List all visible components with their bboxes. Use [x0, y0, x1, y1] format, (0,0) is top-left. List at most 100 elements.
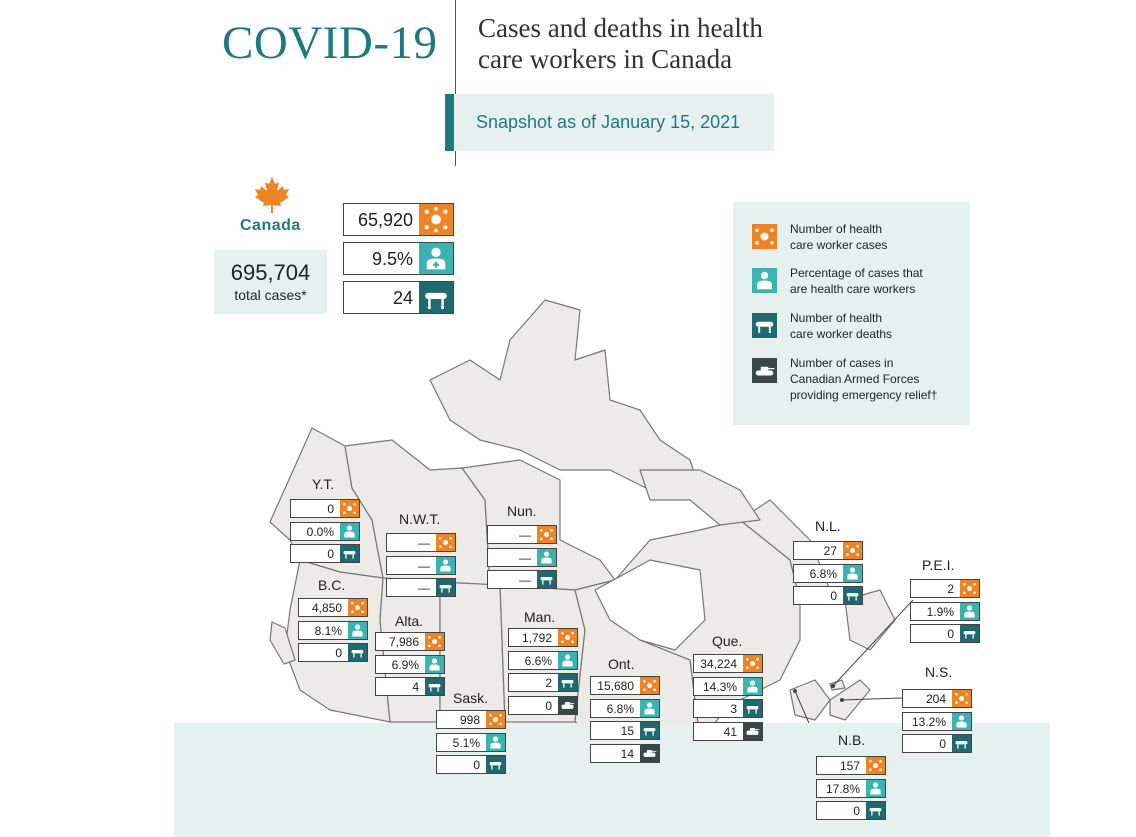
health-worker-icon [436, 556, 455, 574]
stretcher-icon [640, 722, 659, 739]
province-cases-value: 15,680 [597, 679, 634, 693]
province-percent-row-nun: — [487, 547, 557, 567]
province-deaths-value: 3 [730, 702, 737, 716]
province-percent-value: 17.8% [825, 781, 860, 796]
province-deaths-value: 0 [853, 804, 860, 818]
province-deaths-row-alta: 4 [375, 677, 445, 696]
map-nb [789, 679, 831, 721]
health-worker-icon [843, 564, 862, 582]
province-percent-row-pei: 1.9% [910, 601, 980, 621]
province-caf-value: 0 [545, 698, 552, 713]
province-percent-value: 5.1% [452, 735, 480, 750]
total-cases-label: total cases* [234, 287, 307, 303]
province-cases-value: 998 [459, 713, 480, 727]
virus-icon [640, 677, 659, 694]
province-label-ont: Ont. [608, 656, 635, 672]
national-cases-value: 65,920 [357, 210, 413, 230]
province-percent-value: 6.6% [524, 653, 552, 668]
province-percent-value: 6.8% [809, 566, 837, 581]
national-deaths-value: 24 [392, 288, 413, 308]
province-cases-row-que: 34,224 [693, 654, 763, 673]
virus-icon [866, 757, 885, 774]
province-label-pei: P.E.I. [922, 557, 955, 573]
province-cases-row-alta: 7,986 [375, 632, 445, 651]
province-deaths-value: 0 [947, 627, 954, 641]
province-cases-value: 27 [823, 544, 837, 558]
province-label-sask: Sask. [453, 690, 489, 706]
province-percent-value: 8.1% [314, 623, 342, 638]
province-cases-row-nun: — [487, 525, 557, 544]
legend-virus-icon [752, 224, 777, 249]
virus-icon [558, 629, 577, 646]
province-label-ns: N.S. [925, 664, 953, 680]
health-worker-icon [537, 548, 556, 566]
legend-cases-text: Number of health care worker cases [790, 222, 888, 252]
maple-leaf-icon [254, 176, 290, 214]
stretcher-icon [960, 625, 979, 642]
province-cases-row-pei: 2 [910, 579, 980, 598]
province-percent-value: 1.9% [926, 604, 954, 619]
title-divider [455, 0, 456, 166]
province-caf-value: 41 [723, 724, 737, 739]
province-percent-row-ns: 13.2% [902, 711, 972, 731]
stretcher-icon [419, 282, 453, 313]
province-percent-row-nl: 6.8% [793, 563, 863, 583]
virus-icon [743, 655, 762, 672]
province-deaths-value: 0 [335, 646, 342, 660]
province-deaths-row-nl: 0 [793, 586, 863, 605]
province-percent-value: 0.0% [306, 524, 334, 539]
national-percent-row: 9.5% [343, 242, 454, 275]
province-label-nun: Nun. [507, 503, 537, 519]
province-deaths-row-nun: — [487, 570, 557, 589]
province-deaths-value: — [519, 573, 531, 587]
legend-stretcher-icon [752, 313, 777, 338]
province-cases-row-yt: 0 [290, 499, 360, 518]
stretcher-icon [436, 579, 455, 596]
national-percent-value: 9.5% [371, 249, 413, 269]
province-deaths-value: 15 [620, 724, 634, 738]
snapshot-banner: Snapshot as of January 15, 2021 [445, 94, 774, 151]
virus-icon [486, 711, 505, 728]
province-percent-row-alta: 6.9% [375, 654, 445, 674]
virus-icon [419, 204, 453, 235]
province-deaths-value: 0 [327, 547, 334, 561]
province-deaths-value: — [418, 581, 430, 595]
province-label-alta: Alta. [395, 613, 424, 629]
province-caf-row-man: 0 [508, 695, 578, 715]
health-worker-icon [952, 712, 971, 730]
virus-icon [436, 534, 455, 551]
stretcher-icon [843, 587, 862, 604]
tank-icon [743, 722, 762, 740]
subtitle-line-1: Cases and deaths in health [478, 13, 763, 43]
province-deaths-row-nb: 0 [816, 801, 886, 820]
page-subtitle: Cases and deaths in health care workers … [478, 13, 838, 75]
province-percent-value: 14.3% [702, 679, 737, 694]
province-label-que: Que. [712, 633, 743, 649]
province-cases-value: — [519, 528, 531, 542]
province-label-yt: Y.T. [312, 476, 335, 492]
province-percent-row-ont: 6.8% [590, 698, 660, 718]
health-worker-icon [866, 779, 885, 797]
province-label-bc: B.C. [318, 577, 346, 593]
province-label-nb: N.B. [838, 732, 866, 748]
province-caf-row-ont: 14 [590, 743, 660, 763]
total-cases-box: 695,704 total cases* [214, 250, 327, 314]
legend-panel: Number of health care worker cases Percen… [733, 202, 970, 425]
stretcher-icon [537, 571, 556, 588]
virus-icon [960, 580, 979, 597]
subtitle-line-2: care workers in Canada [478, 44, 733, 74]
province-percent-row-sask: 5.1% [436, 732, 506, 752]
health-worker-icon [348, 621, 367, 639]
tank-icon [640, 744, 659, 762]
legend-percent-text: Percentage of cases that are health care … [790, 266, 923, 296]
province-cases-row-nl: 27 [793, 541, 863, 560]
health-worker-icon [640, 699, 659, 717]
map-arctic-islands [429, 299, 701, 491]
national-label: Canada [240, 217, 301, 234]
province-percent-row-yt: 0.0% [290, 521, 360, 541]
province-percent-value: 13.2% [911, 714, 946, 729]
virus-icon [952, 690, 971, 707]
province-cases-row-sask: 998 [436, 710, 506, 729]
province-deaths-row-yt: 0 [290, 544, 360, 563]
virus-icon [340, 500, 359, 517]
